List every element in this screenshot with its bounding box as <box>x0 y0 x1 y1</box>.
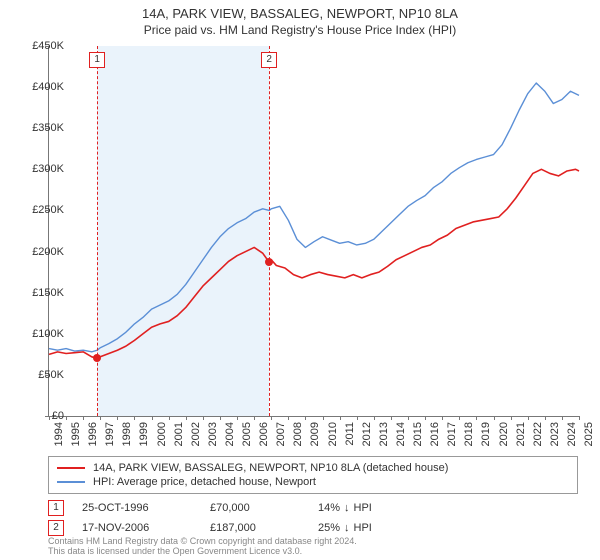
legend: 14A, PARK VIEW, BASSALEG, NEWPORT, NP10 … <box>48 456 578 494</box>
x-axis-tick-label: 2016 <box>429 422 441 446</box>
x-axis-tick-label: 1994 <box>53 422 65 446</box>
event-delta-pct: 25% <box>318 522 340 534</box>
down-arrow-icon: ↓ <box>344 522 350 534</box>
legend-label: 14A, PARK VIEW, BASSALEG, NEWPORT, NP10 … <box>93 462 448 474</box>
x-axis-tick-label: 2018 <box>463 422 475 446</box>
y-axis-tick-label: £450K <box>18 40 64 52</box>
legend-swatch <box>57 481 85 483</box>
x-axis-tick-label: 2014 <box>395 422 407 446</box>
x-axis-tick-label: 2008 <box>292 422 304 446</box>
event-delta: 25% ↓ HPI <box>318 522 372 534</box>
x-axis-tick-label: 2012 <box>361 422 373 446</box>
x-axis-tick-label: 1998 <box>121 422 133 446</box>
y-axis-tick-label: £250K <box>18 204 64 216</box>
event-delta-label: HPI <box>354 502 372 514</box>
footer-line: This data is licensed under the Open Gov… <box>48 546 578 556</box>
event-marker-box: 1 <box>48 500 64 516</box>
x-axis-tick-label: 2023 <box>549 422 561 446</box>
event-row: 2 17-NOV-2006 £187,000 25% ↓ HPI <box>48 518 578 538</box>
y-axis-tick-label: £200K <box>18 246 64 258</box>
event-price: £187,000 <box>210 522 300 534</box>
chart-title-sub: Price paid vs. HM Land Registry's House … <box>0 23 600 37</box>
x-axis-tick-label: 2005 <box>241 422 253 446</box>
event-delta-label: HPI <box>354 522 372 534</box>
x-axis-tick-label: 2002 <box>190 422 202 446</box>
x-axis-tick-label: 2017 <box>446 422 458 446</box>
x-axis-tick-label: 2003 <box>207 422 219 446</box>
y-axis-tick-label: £350K <box>18 122 64 134</box>
x-axis-tick-label: 2009 <box>309 422 321 446</box>
down-arrow-icon: ↓ <box>344 502 350 514</box>
x-axis-tick-label: 2021 <box>515 422 527 446</box>
legend-label: HPI: Average price, detached house, Newp… <box>93 476 316 488</box>
x-axis-tick-label: 2024 <box>566 422 578 446</box>
event-price: £70,000 <box>210 502 300 514</box>
x-axis-tick-label: 2000 <box>156 422 168 446</box>
legend-item: HPI: Average price, detached house, Newp… <box>57 475 569 489</box>
chart-title-address: 14A, PARK VIEW, BASSALEG, NEWPORT, NP10 … <box>0 6 600 21</box>
legend-item: 14A, PARK VIEW, BASSALEG, NEWPORT, NP10 … <box>57 461 569 475</box>
x-axis-tick-label: 1997 <box>104 422 116 446</box>
series-hpi <box>49 83 579 352</box>
y-axis-tick-label: £300K <box>18 163 64 175</box>
event-row: 1 25-OCT-1996 £70,000 14% ↓ HPI <box>48 498 578 518</box>
x-axis-tick-label: 2019 <box>480 422 492 446</box>
x-axis-tick-label: 2025 <box>583 422 595 446</box>
y-axis-tick-label: £400K <box>18 81 64 93</box>
x-axis-tick-label: 2011 <box>344 422 356 446</box>
chart-plot-area: 1219941995199619971998199920002001200220… <box>48 46 579 417</box>
y-axis-tick-label: £100K <box>18 328 64 340</box>
x-axis-tick-label: 2020 <box>498 422 510 446</box>
event-date: 17-NOV-2006 <box>82 522 192 534</box>
x-axis-tick-label: 2001 <box>173 422 185 446</box>
y-axis-tick-label: £50K <box>18 369 64 381</box>
legend-swatch <box>57 467 85 469</box>
x-axis-tick-label: 2015 <box>412 422 424 446</box>
event-marker-box: 2 <box>48 520 64 536</box>
x-axis-tick-label: 2006 <box>258 422 270 446</box>
x-axis-tick-label: 2010 <box>327 422 339 446</box>
footer-attribution: Contains HM Land Registry data © Crown c… <box>48 536 578 557</box>
data-point-dot <box>265 258 273 266</box>
event-delta-pct: 14% <box>318 502 340 514</box>
y-axis-tick-label: £150K <box>18 287 64 299</box>
x-axis-tick-label: 1996 <box>87 422 99 446</box>
y-axis-tick-label: £0 <box>18 410 64 422</box>
x-axis-tick-label: 2004 <box>224 422 236 446</box>
x-axis-tick-label: 1995 <box>70 422 82 446</box>
event-date: 25-OCT-1996 <box>82 502 192 514</box>
events-table: 1 25-OCT-1996 £70,000 14% ↓ HPI 2 17-NOV… <box>48 498 578 538</box>
event-delta: 14% ↓ HPI <box>318 502 372 514</box>
chart-marker-box: 2 <box>261 52 277 68</box>
x-axis-tick-label: 2022 <box>532 422 544 446</box>
x-axis-tick-label: 2007 <box>275 422 287 446</box>
x-axis-tick-label: 1999 <box>138 422 150 446</box>
x-axis-tick-label: 2013 <box>378 422 390 446</box>
chart-lines-svg <box>49 46 579 416</box>
footer-line: Contains HM Land Registry data © Crown c… <box>48 536 578 546</box>
chart-marker-box: 1 <box>89 52 105 68</box>
data-point-dot <box>93 354 101 362</box>
